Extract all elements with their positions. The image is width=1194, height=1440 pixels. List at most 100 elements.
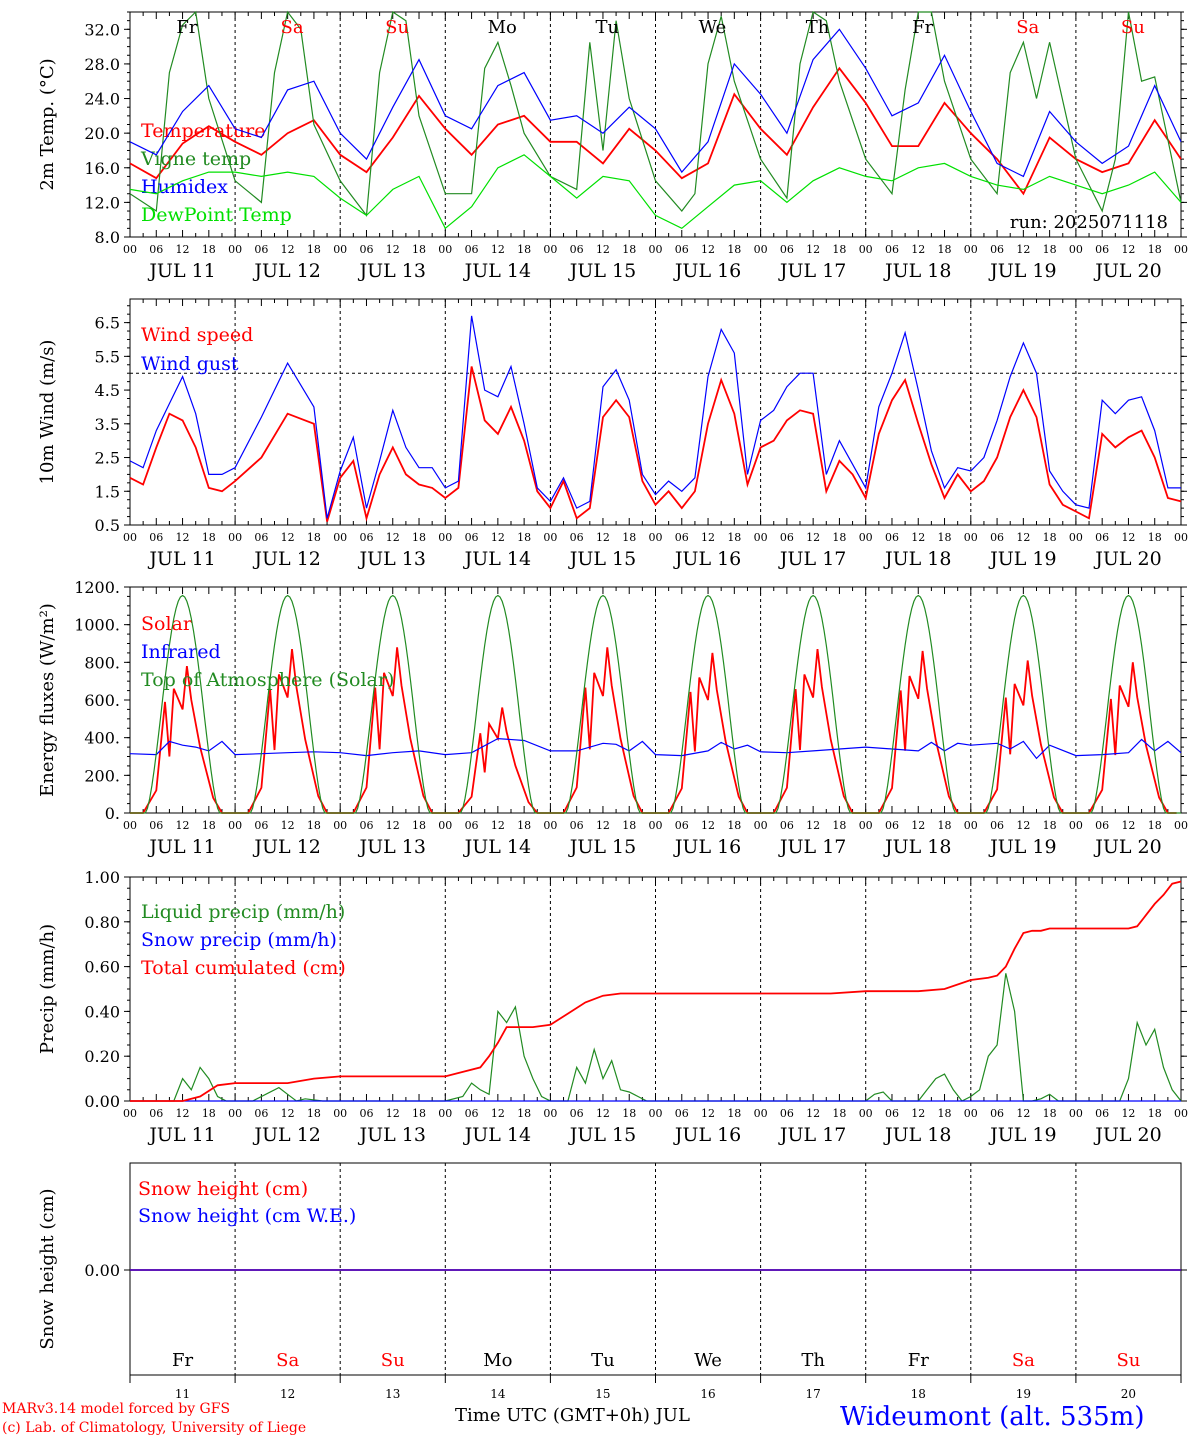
hour-tick-label: 00 [649,819,663,832]
hour-tick-label: 00 [1174,531,1188,544]
hour-tick-label: 00 [964,819,978,832]
hour-tick-label: 12 [491,819,505,832]
date-label: JUL 11 [147,260,215,282]
hour-tick-label: 06 [990,1107,1004,1120]
legend-label: Snow height (cm W.E.) [138,1205,356,1227]
hour-tick-label: 00 [333,819,347,832]
hour-tick-label: 00 [123,819,137,832]
series-line-wind-gust [129,315,1181,519]
date-label: JUL 13 [358,548,426,570]
hour-tick-label: 06 [149,1107,163,1120]
y-tick-label: 8.0 [95,228,120,247]
hour-tick-label: 18 [412,819,426,832]
y-tick-label: 28.0 [84,55,120,74]
hour-tick-label: 06 [780,243,794,256]
hour-tick-label: 12 [911,1107,925,1120]
date-label: JUL 11 [147,1124,215,1146]
day-number-label: 20 [1121,1387,1136,1401]
date-label: JUL 18 [883,1124,951,1146]
legend-label: Total cumulated (cm) [141,957,346,979]
date-label: JUL 19 [988,548,1056,570]
hour-tick-label: 12 [701,531,715,544]
date-label: JUL 11 [147,836,215,858]
hour-tick-label: 00 [1174,243,1188,256]
day-number-label: 14 [490,1387,506,1401]
hour-tick-label: 06 [780,1107,794,1120]
weekday-label: Fr [912,17,933,38]
y-axis-label: 10m Wind (m/s) [37,340,58,485]
legend-label: Snow precip (mm/h) [141,929,337,951]
hour-tick-label: 18 [1043,243,1057,256]
day-number-label: 15 [595,1387,610,1401]
date-label: JUL 12 [252,260,320,282]
hour-tick-label: 12 [1121,819,1135,832]
date-label: JUL 13 [358,1124,426,1146]
date-label: JUL 20 [1093,260,1161,282]
hour-tick-label: 18 [1043,819,1057,832]
hour-tick-label: 06 [885,531,899,544]
hour-tick-label: 12 [596,243,610,256]
hour-tick-label: 12 [911,243,925,256]
hour-tick-label: 06 [359,243,373,256]
hour-tick-label: 00 [1069,1107,1083,1120]
y-axis-label: 2m Temp. (°C) [37,58,58,190]
hour-tick-label: 18 [202,819,216,832]
y-tick-label: 0.00 [84,1261,120,1280]
date-label: JUL 13 [358,836,426,858]
y-tick-label: 16.0 [84,159,120,178]
weekday-label: Mo [488,17,517,38]
series-line-humidex [129,28,1182,178]
legend-label: Vigne temp [140,148,251,170]
hour-tick-label: 06 [1095,819,1109,832]
hour-tick-label: 12 [1121,243,1135,256]
weekday-label: Sa [280,17,303,38]
day-number-label: 18 [911,1387,926,1401]
hour-tick-label: 18 [622,1107,636,1120]
date-label: JUL 20 [1093,548,1161,570]
hour-tick-label: 06 [1095,531,1109,544]
hour-tick-label: 12 [806,1107,820,1120]
hour-tick-label: 18 [1043,1107,1057,1120]
date-label: JUL 18 [883,836,951,858]
hour-tick-label: 06 [359,1107,373,1120]
date-label: JUL 14 [463,836,531,858]
hour-tick-label: 06 [570,243,584,256]
hour-tick-label: 18 [727,531,741,544]
legend-label: DewPoint Temp [141,204,292,226]
hour-tick-label: 18 [938,243,952,256]
hour-tick-label: 00 [228,819,242,832]
y-tick-label: 2.5 [95,449,120,468]
y-tick-label: 3.5 [95,415,120,434]
hour-tick-label: 06 [675,531,689,544]
y-tick-label: 0.60 [84,958,120,977]
hour-tick-label: 12 [1016,819,1030,832]
y-axis-label: Snow height (cm) [37,1188,58,1349]
hour-tick-label: 00 [754,1107,768,1120]
hour-tick-label: 06 [990,243,1004,256]
hour-tick-label: 06 [465,819,479,832]
y-tick-label: 0.80 [84,913,120,932]
hour-tick-label: 00 [228,243,242,256]
legend-label: Temperature [141,120,265,142]
series-line-vigne-temp [129,10,1182,217]
hour-tick-label: 00 [1174,819,1188,832]
hour-tick-label: 12 [176,819,190,832]
hour-tick-label: 12 [596,1107,610,1120]
date-label: JUL 15 [568,548,636,570]
hour-tick-label: 18 [412,531,426,544]
hour-tick-label: 00 [964,531,978,544]
series-line-dewpoint-temp [129,154,1182,230]
hour-tick-label: 00 [543,531,557,544]
y-tick-label: 12.0 [84,193,120,212]
hour-tick-label: 18 [622,531,636,544]
date-label: JUL 13 [358,260,426,282]
hour-tick-label: 12 [176,243,190,256]
hour-tick-label: 06 [780,819,794,832]
weekday-label: Tu [591,1350,615,1371]
hour-tick-label: 00 [543,1107,557,1120]
y-tick-label: 200. [84,766,120,785]
weekday-label: We [699,17,727,38]
hour-tick-label: 06 [254,531,268,544]
hour-tick-label: 18 [517,1107,531,1120]
